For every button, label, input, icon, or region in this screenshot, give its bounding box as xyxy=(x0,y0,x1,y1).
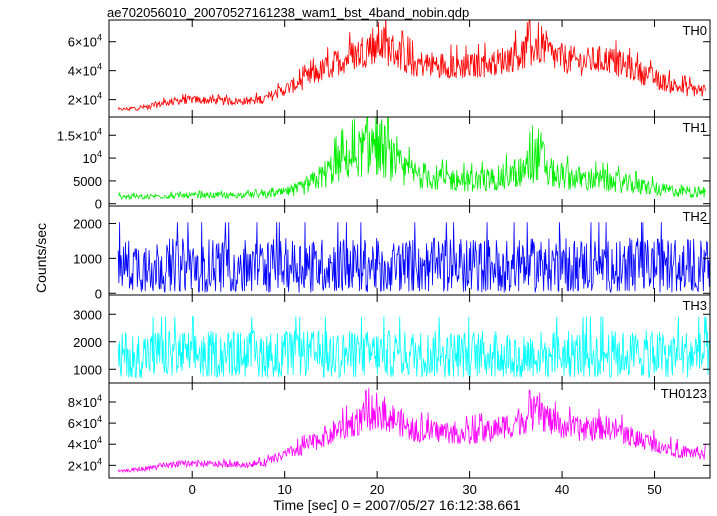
y-axis-label: Counts/sec xyxy=(33,223,49,293)
y-tick-label: 2000 xyxy=(73,335,102,350)
x-tick-label: 0 xyxy=(189,482,196,497)
x-tick-label: 10 xyxy=(277,482,291,497)
panels-group: TH0 2×104 4×104 6×104 TH1 0 5000 104 1.5×104 TH2 0… xyxy=(57,19,711,479)
y-tick-label: 1.5×104 xyxy=(57,126,102,143)
y-tick-label: 0 xyxy=(95,197,102,212)
x-tick-label: 20 xyxy=(370,482,384,497)
x-axis-tick-labels: 0 10 20 30 40 50 xyxy=(189,482,662,497)
y-tick-label: 1000 xyxy=(73,362,102,377)
x-tick-label: 50 xyxy=(647,482,661,497)
panel-th1: TH1 0 5000 104 1.5×104 xyxy=(57,116,711,212)
panel-th0: TH0 2×104 4×104 6×104 xyxy=(68,19,711,118)
chart-title: ae702056010_20070527161238_wam1_bst_4ban… xyxy=(107,5,469,20)
y-tick-label: 6×104 xyxy=(68,414,102,431)
y-tick-label: 4×104 xyxy=(68,435,102,452)
series-label-th0: TH0 xyxy=(682,23,707,38)
y-tick-label: 104 xyxy=(83,149,102,166)
y-tick-label: 3000 xyxy=(73,307,102,322)
x-tick-label: 40 xyxy=(555,482,569,497)
y-tick-label: 2×104 xyxy=(68,456,102,473)
y-tick-label: 5000 xyxy=(73,174,102,189)
series-label-th2: TH2 xyxy=(682,209,707,224)
series-th0123 xyxy=(117,387,706,474)
panel-th3: TH3 1000 2000 3000 xyxy=(73,294,711,384)
x-tick-label: 30 xyxy=(462,482,476,497)
series-th0 xyxy=(117,20,706,112)
y-tick-label: 2000 xyxy=(73,216,102,231)
series-label-th0123: TH0123 xyxy=(661,386,707,401)
series-label-th3: TH3 xyxy=(682,298,707,313)
y-tick-label: 4×104 xyxy=(68,62,102,79)
panel-th2: TH2 0 1000 2000 xyxy=(73,205,711,301)
series-th2 xyxy=(117,222,710,293)
series-th3 xyxy=(117,316,710,379)
x-axis-label: Time [sec] 0 = 2007/05/27 16:12:38.661 xyxy=(273,497,521,513)
y-tick-label: 1000 xyxy=(73,251,102,266)
series-th1 xyxy=(118,117,706,201)
y-tick-label: 6×104 xyxy=(68,33,102,50)
y-tick-label: 8×104 xyxy=(68,393,102,410)
series-label-th1: TH1 xyxy=(682,120,707,135)
panel-th0123: TH0123 2×104 4×104 6×104 8×104 xyxy=(68,382,711,479)
y-tick-label: 0 xyxy=(95,286,102,301)
panel-frame xyxy=(108,382,711,479)
y-tick-label: 2×104 xyxy=(68,91,102,108)
